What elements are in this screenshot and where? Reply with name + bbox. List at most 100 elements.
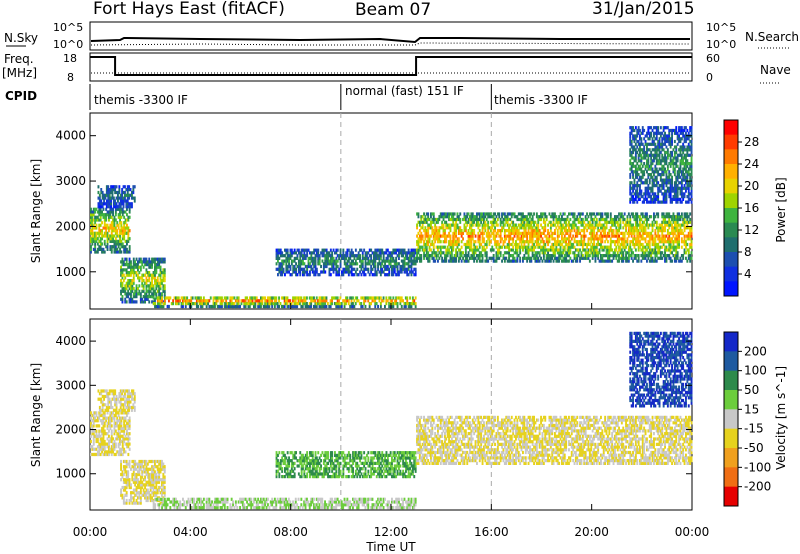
power-cell-evening-band xyxy=(615,217,618,222)
power-cell-evening-band xyxy=(594,223,597,227)
power-cell-evening-band xyxy=(467,242,470,247)
power-cell-evening-band xyxy=(633,229,636,233)
power-cell-evening-band xyxy=(622,242,625,247)
power-cell-near-range-ground xyxy=(250,299,253,303)
power-cell-evening-band xyxy=(445,212,448,216)
power-cell-early-band xyxy=(116,229,119,233)
power-cell-evening-band xyxy=(555,226,558,230)
power-cell-midday-band xyxy=(399,251,402,255)
power-cell-evening-band xyxy=(605,254,608,258)
power-cell-midday-band xyxy=(391,264,393,269)
power-cell-evening-band xyxy=(634,220,637,224)
power-cell-late-far-range xyxy=(643,128,646,133)
power-cell-late-far-range xyxy=(644,181,647,185)
power-cell-early-band xyxy=(124,210,127,214)
power-cell-evening-band xyxy=(643,251,646,255)
power-cell-near-range-ground xyxy=(228,302,230,306)
power-cell-midday-band xyxy=(360,267,363,271)
power-cell-midday-band xyxy=(391,270,393,274)
power-cell-near-range-ground xyxy=(169,296,172,300)
power-cell-late-far-range xyxy=(629,186,632,190)
power-cell-midday-band xyxy=(370,256,373,260)
power-cell-near-range-descending xyxy=(142,295,145,299)
power-cell-near-range-ground xyxy=(318,304,321,309)
power-cell-evening-band xyxy=(668,256,671,260)
power-cell-evening-band xyxy=(672,242,675,247)
power-cell-evening-band xyxy=(591,217,594,222)
power-cell-evening-band xyxy=(417,220,420,224)
power-cell-near-range-ground xyxy=(254,299,257,303)
power-cell-midday-band xyxy=(356,273,359,277)
power-cell-early-upper xyxy=(133,196,136,200)
power-cell-early-band xyxy=(121,226,124,230)
power-cell-midday-band xyxy=(311,262,314,266)
power-cell-midday-band xyxy=(370,254,373,258)
power-cell-late-far-range xyxy=(648,200,651,204)
power-cell-evening-band xyxy=(544,234,547,238)
power-cell-near-range-descending xyxy=(152,292,155,296)
power-cell-late-far-range xyxy=(637,153,640,157)
power-cell-evening-band xyxy=(457,248,460,252)
power-cell-near-range-ground xyxy=(207,302,209,306)
power-cell-evening-band xyxy=(506,259,509,263)
power-cell-evening-band xyxy=(579,220,581,224)
power-cell-evening-band xyxy=(637,234,640,238)
power-cell-early-upper xyxy=(121,190,124,195)
power-cell-evening-band xyxy=(431,242,434,247)
power-cell-late-far-range xyxy=(661,167,664,171)
power-cell-near-range-ground xyxy=(377,304,379,309)
power-cell-midday-band xyxy=(300,251,303,255)
power-cell-evening-band xyxy=(569,248,572,252)
power-cell-evening-band xyxy=(474,248,477,252)
power-cell-evening-band xyxy=(680,229,683,233)
power-cell-late-far-range xyxy=(666,175,669,179)
power-cell-evening-band xyxy=(547,254,549,258)
power-cell-midday-band xyxy=(322,264,325,269)
power-cell-early-upper xyxy=(107,193,110,197)
power-cell-evening-band xyxy=(470,242,473,247)
power-cell-evening-band xyxy=(544,223,547,227)
power-cell-late-far-range xyxy=(671,181,673,185)
power-cell-evening-band xyxy=(516,242,519,247)
power-cell-evening-band xyxy=(496,229,499,233)
power-cell-late-far-range xyxy=(682,192,685,196)
power-cell-late-far-range xyxy=(654,142,657,146)
power-cell-late-far-range xyxy=(634,197,637,201)
power-cell-evening-band xyxy=(481,254,484,258)
power-cell-evening-band xyxy=(594,237,597,241)
power-cell-midday-band xyxy=(313,259,316,263)
power-cell-evening-band xyxy=(616,251,619,255)
power-cell-evening-band xyxy=(534,226,537,230)
power-cell-evening-band xyxy=(498,242,501,247)
power-cell-evening-band xyxy=(682,231,685,235)
power-cell-evening-band xyxy=(442,259,445,263)
power-cell-late-far-range xyxy=(666,148,669,152)
power-cell-near-range-ground xyxy=(321,299,324,303)
power-cell-midday-band xyxy=(389,262,392,266)
power-cell-late-far-range xyxy=(644,153,647,157)
power-cell-evening-band xyxy=(499,223,502,227)
power-cell-early-band xyxy=(110,229,113,233)
power-cell-evening-band xyxy=(509,259,512,263)
power-cell-evening-band xyxy=(418,259,421,263)
power-cell-near-range-descending xyxy=(163,284,166,288)
power-cell-evening-band xyxy=(515,245,517,249)
power-cell-near-range-descending xyxy=(158,265,161,269)
power-cell-late-far-range xyxy=(678,139,680,144)
power-cell-midday-band xyxy=(388,251,391,255)
power-cell-early-band xyxy=(116,239,119,243)
power-cell-midday-band xyxy=(300,259,303,263)
power-cell-evening-band xyxy=(510,220,513,224)
power-cell-early-band xyxy=(127,234,130,238)
power-cell-early-band xyxy=(103,213,106,217)
power-cell-late-far-range xyxy=(673,167,676,171)
power-cell-midday-band xyxy=(381,248,384,252)
power-cell-midday-band xyxy=(275,248,278,252)
power-cell-midday-band xyxy=(285,256,288,260)
power-cell-evening-band xyxy=(573,226,576,230)
power-cell-near-range-descending xyxy=(145,268,148,272)
power-cell-evening-band xyxy=(580,229,583,233)
power-cell-evening-band xyxy=(455,251,457,255)
power-cell-evening-band xyxy=(569,256,572,260)
power-cell-near-range-ground xyxy=(370,302,372,306)
